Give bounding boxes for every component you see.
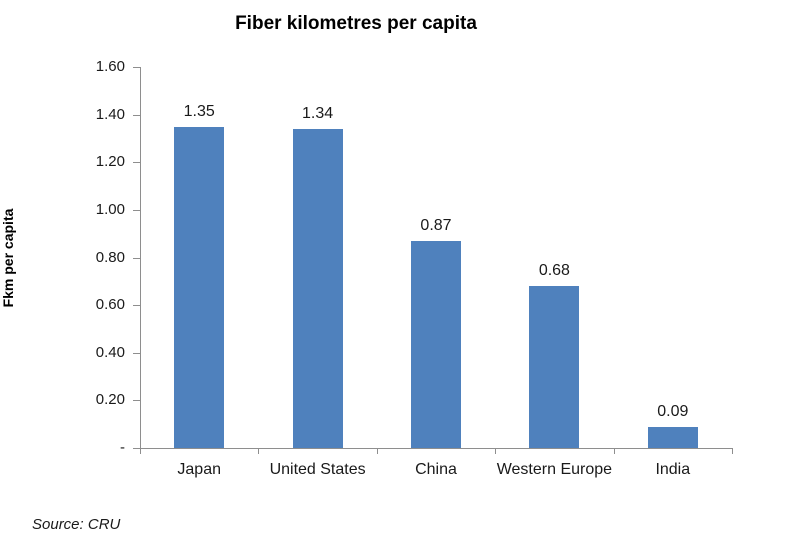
y-axis-tick-label: 0.40 [95,343,125,361]
y-axis-tick-mark [133,67,141,68]
bar-value-label: 1.35 [183,102,215,120]
x-axis-category-label: Western Europe [496,461,613,478]
bar-value-label: 0.68 [538,262,570,280]
y-axis-tick-mark [133,400,141,402]
y-axis-tick-mark [133,114,141,116]
y-axis-tick-label: 0.80 [95,248,125,266]
bar-western-europe [529,286,580,448]
x-axis-category-label: India [655,461,691,478]
bar-japan [174,126,225,448]
x-axis-category-label: United States [269,461,366,478]
y-axis-tick-mark [133,448,141,449]
x-axis-category-label: Japan [177,461,221,478]
bar-china [411,240,461,448]
bar-value-label: 0.87 [420,216,452,234]
y-axis-tick-label: 0.60 [95,296,125,314]
y-axis-title: Fkm per capita [0,208,16,308]
y-axis-tick-label: 1.60 [95,58,125,75]
y-axis-tick-mark [133,352,141,354]
y-axis-tick-label: 1.40 [95,105,125,123]
y-axis-tick-label: 1.00 [95,200,125,218]
y-axis-tick-mark [133,257,141,259]
x-axis-tick-mark [376,448,378,454]
x-axis-tick-mark [732,448,733,454]
y-axis-tick-mark [133,162,141,164]
y-axis-tick-label: 1.20 [95,153,125,171]
y-axis-tick-mark [133,209,141,211]
y-axis-tick-mark [133,305,141,307]
x-axis-line [140,448,733,449]
bar-value-label: 1.34 [302,104,334,122]
x-axis-tick-mark [495,448,497,454]
bar-united-states [292,128,343,448]
source-note: Source: CRU [32,516,121,533]
y-axis-tick-label: - [120,439,125,456]
x-axis-tick-mark [140,448,141,454]
x-axis-tick-mark [613,448,615,454]
bar-india [647,426,698,448]
x-axis-tick-mark [258,448,260,454]
x-axis-category-label: China [415,461,457,478]
bar-value-label: 0.09 [657,402,689,420]
chart-title: Fiber kilometres per capita [235,13,477,34]
y-axis-tick-label: 0.20 [95,391,125,409]
